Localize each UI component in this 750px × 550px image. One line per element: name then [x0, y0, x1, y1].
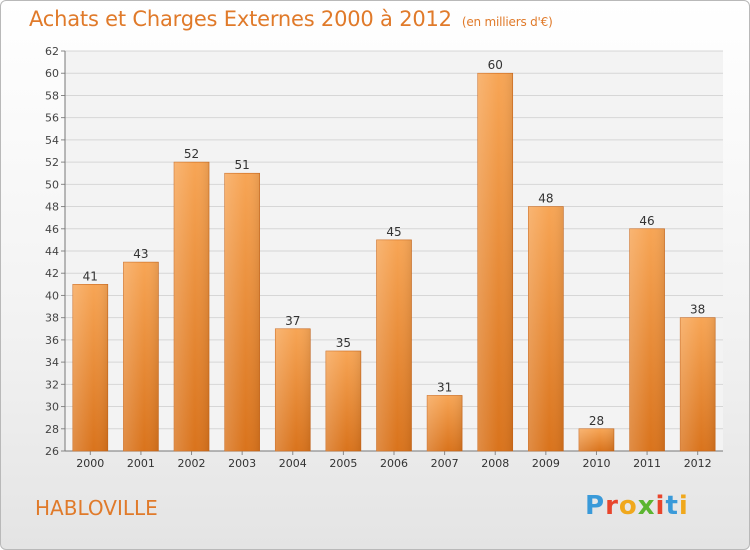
y-tick-label: 44	[45, 245, 59, 258]
y-tick-label: 58	[45, 89, 59, 102]
y-tick-label: 28	[45, 423, 59, 436]
bar-shade	[528, 206, 564, 451]
x-tick-label: 2006	[380, 457, 408, 470]
town-name: HABLOVILLE	[35, 496, 158, 520]
bar-shade	[325, 351, 361, 451]
y-tick-label: 62	[45, 45, 59, 58]
x-tick-label: 2001	[127, 457, 155, 470]
bar-shade	[680, 317, 716, 451]
y-tick-label: 56	[45, 112, 59, 125]
x-tick-label: 2011	[633, 457, 661, 470]
chart-title: Achats et Charges Externes 2000 à 2012 (e…	[29, 7, 553, 31]
data-label: 28	[589, 414, 604, 428]
data-label: 48	[538, 192, 553, 206]
x-tick-label: 2008	[481, 457, 509, 470]
logo-letter: P	[585, 491, 606, 521]
data-label: 41	[83, 269, 98, 283]
bar-shade	[224, 173, 260, 451]
data-label: 51	[235, 158, 250, 172]
data-label: 37	[285, 314, 300, 328]
logo-letter: i	[655, 491, 666, 521]
x-tick-label: 2009	[532, 457, 560, 470]
y-tick-label: 36	[45, 334, 59, 347]
y-tick-label: 30	[45, 401, 59, 414]
y-tick-label: 38	[45, 312, 59, 325]
logo-letter: t	[665, 491, 679, 521]
proxiti-logo: Proxiti	[585, 491, 689, 521]
x-tick-label: 2000	[76, 457, 104, 470]
y-tick-label: 50	[45, 178, 59, 191]
bar-shade	[174, 162, 210, 451]
y-tick-label: 34	[45, 356, 59, 369]
bar-shade	[578, 428, 614, 451]
bar-shade	[123, 262, 159, 451]
bar-shade	[427, 395, 463, 451]
logo-letter: r	[605, 491, 619, 521]
bar-shade	[275, 328, 311, 451]
x-tick-label: 2004	[279, 457, 307, 470]
data-label: 31	[437, 380, 452, 394]
data-label: 35	[336, 336, 351, 350]
x-tick-label: 2005	[329, 457, 357, 470]
y-tick-label: 42	[45, 267, 59, 280]
logo-letter: o	[618, 491, 638, 521]
y-tick-label: 32	[45, 378, 59, 391]
y-tick-label: 26	[45, 445, 59, 458]
y-tick-label: 54	[45, 134, 59, 147]
chart-title-text: Achats et Charges Externes 2000 à 2012	[29, 7, 452, 31]
x-tick-label: 2012	[684, 457, 712, 470]
y-tick-label: 40	[45, 289, 59, 302]
logo-letter: x	[637, 491, 656, 521]
y-tick-label: 60	[45, 67, 59, 80]
bar-shade	[72, 284, 108, 451]
y-tick-label: 48	[45, 201, 59, 214]
x-tick-label: 2010	[582, 457, 610, 470]
x-tick-label: 2007	[431, 457, 459, 470]
logo-letter: i	[678, 491, 689, 521]
data-label: 43	[133, 247, 148, 261]
x-tick-label: 2003	[228, 457, 256, 470]
bar-shade	[477, 73, 513, 451]
y-tick-label: 46	[45, 223, 59, 236]
bar-shade	[376, 239, 412, 451]
data-label: 60	[488, 58, 503, 72]
bar-shade	[629, 228, 665, 451]
x-tick-label: 2002	[178, 457, 206, 470]
data-label: 52	[184, 147, 199, 161]
data-label: 38	[690, 303, 705, 317]
data-label: 46	[639, 214, 654, 228]
chart-subtitle: (en milliers d'€)	[461, 15, 553, 29]
y-tick-label: 52	[45, 156, 59, 169]
data-label: 45	[386, 225, 401, 239]
